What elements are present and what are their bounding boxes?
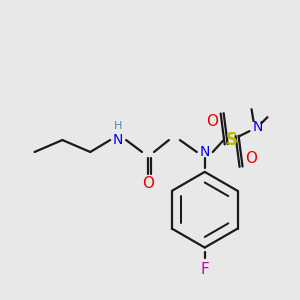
Text: O: O [245,152,257,166]
Text: O: O [142,176,154,191]
Text: N: N [200,145,210,159]
Text: N: N [113,133,123,147]
Text: H: H [114,121,122,131]
Text: O: O [206,114,218,129]
Text: N: N [252,120,263,134]
Text: F: F [200,262,209,277]
Text: S: S [226,131,238,149]
